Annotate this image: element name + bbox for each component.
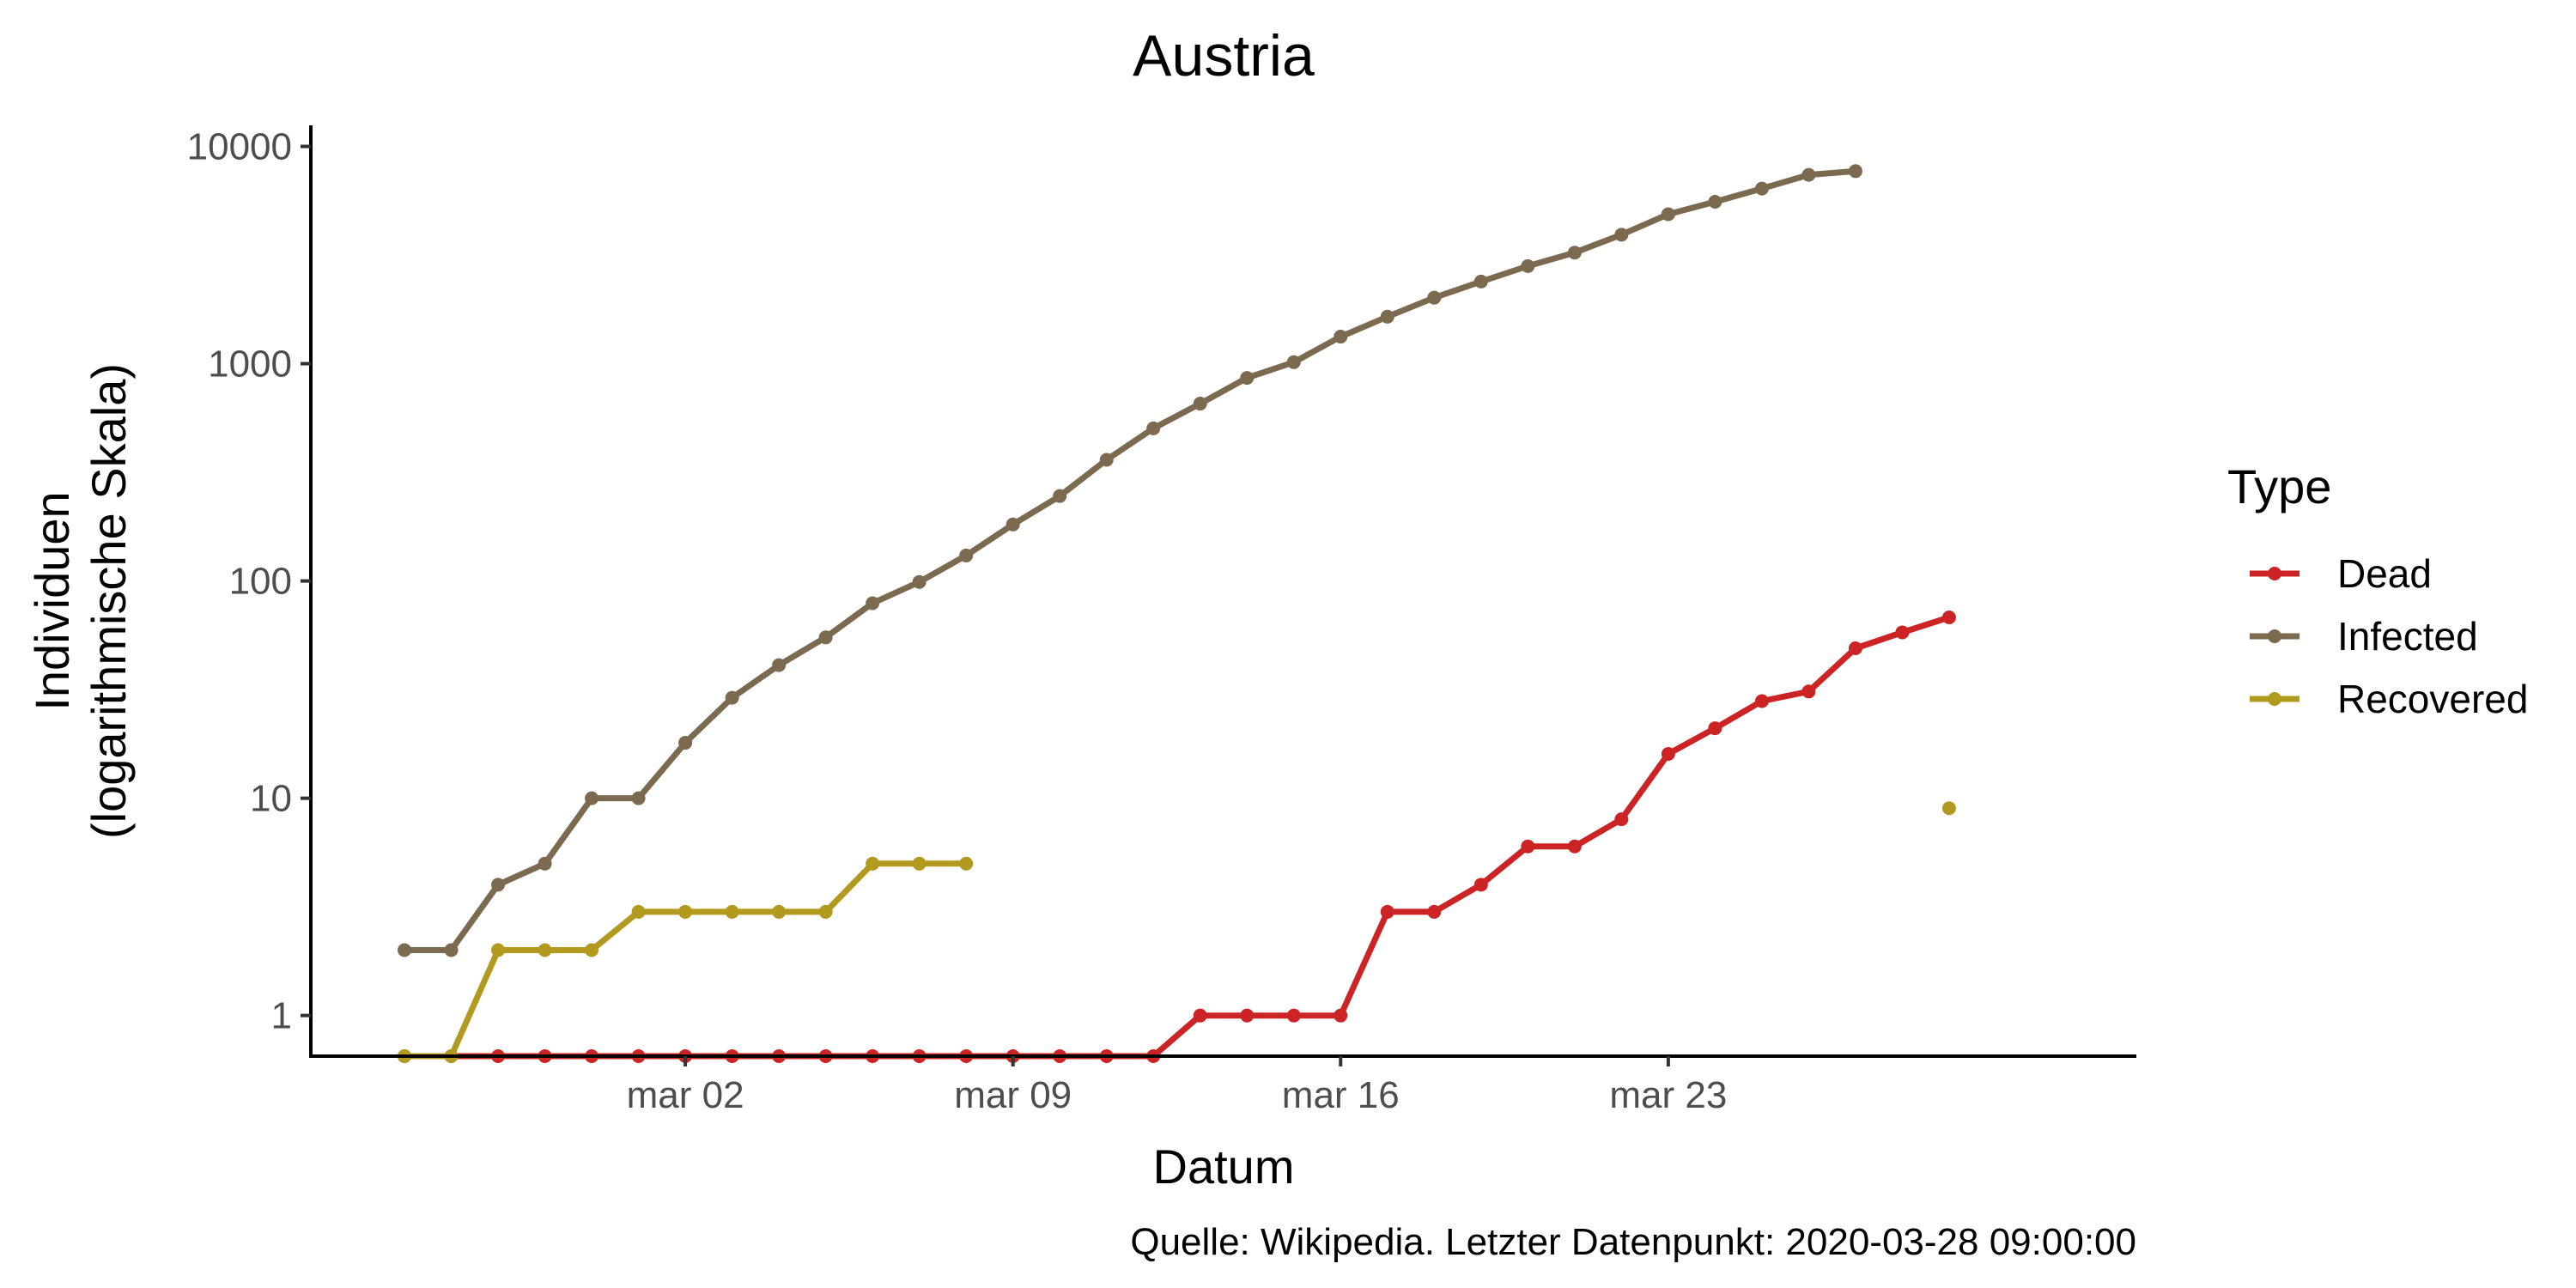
data-point-dead [1286,1008,1301,1023]
data-point-recovered [959,856,974,871]
data-point-infected [1099,453,1114,467]
data-point-infected [1848,164,1862,179]
data-point-infected [1521,258,1535,273]
data-point-infected [1661,207,1675,222]
data-point-infected [1567,246,1582,260]
data-point-dead [1614,812,1629,827]
data-point-infected [866,596,880,611]
data-point-recovered [491,943,506,957]
y-tick-label: 10 [250,778,292,820]
data-point-infected [444,943,459,957]
data-point-dead [1521,839,1535,854]
legend-item-recovered: Recovered [2250,677,2528,721]
data-point-dead [1941,610,1956,624]
data-point-infected [1193,397,1207,411]
data-point-recovered [1941,801,1956,816]
data-point-infected [1286,355,1301,369]
y-axis-label-line2: (logarithmische Skala) [82,363,136,839]
caption: Quelle: Wikipedia. Letzter Datenpunkt: 2… [1130,1221,2136,1263]
data-point-infected [678,736,693,750]
data-point-dead [1661,746,1675,761]
data-point-infected [491,878,506,892]
x-tick-label: mar 02 [627,1074,744,1116]
x-tick-label: mar 16 [1282,1074,1400,1116]
data-point-infected [772,658,787,672]
x-axis-ticks: mar 02 mar 09 mar 16 mar 23 [627,1056,1727,1116]
data-point-infected [1427,290,1442,305]
data-point-dead [1801,684,1816,699]
y-tick-label: 100 [229,561,292,603]
y-tick-label: 1000 [208,343,292,386]
data-point-recovered [772,904,787,919]
data-point-infected [818,630,833,645]
legend-title: Type [2227,459,2331,513]
data-point-infected [1053,489,1067,503]
data-point-infected [1801,167,1816,182]
data-point-dead [1240,1008,1255,1023]
y-axis-label-line1: Individuen [25,491,79,710]
data-point-dead [1427,904,1442,919]
data-point-recovered [866,856,880,871]
data-point-infected [1708,195,1722,210]
data-point-recovered [678,904,693,919]
data-point-dead [1473,878,1488,892]
legend-label: Infected [2337,614,2478,659]
series-line-recovered [404,860,967,1060]
data-point-infected [1754,181,1769,196]
legend-key-point [2268,629,2281,643]
data-point-infected [1380,309,1394,324]
data-point-recovered [538,943,552,957]
y-tick-label: 10000 [187,126,292,168]
data-point-infected [631,791,646,805]
data-point-dead [1754,694,1769,708]
data-point-infected [538,856,552,871]
data-point-dead [1895,625,1910,640]
data-point-infected [1146,421,1161,435]
x-axis-label: Datum [1153,1139,1295,1194]
data-point-infected [585,791,599,805]
data-point-infected [398,943,412,957]
data-point-infected [1240,371,1255,386]
data-point-infected [959,548,974,562]
legend-item-dead: Dead [2250,551,2432,596]
legend-label: Dead [2337,551,2432,596]
data-point-infected [1614,228,1629,242]
data-point-dead [1334,1008,1348,1023]
data-point-dead [1708,721,1722,736]
data-point-infected [1473,274,1488,289]
y-axis-label: Individuen (logarithmische Skala) [25,363,136,839]
data-point-recovered [631,904,646,919]
legend-label: Recovered [2337,677,2528,721]
data-point-recovered [585,943,599,957]
series-line-dead [404,614,1950,1060]
data-point-recovered [912,856,927,871]
x-tick-label: mar 09 [954,1074,1072,1116]
series-line-infected [404,167,1856,953]
data-point-dead [1567,839,1582,854]
y-tick-label: 1 [271,995,292,1037]
x-tick-label: mar 23 [1609,1074,1727,1116]
plot-lines [404,167,1950,1060]
data-point-infected [725,690,739,705]
data-point-dead [1848,641,1862,655]
axes [309,125,2136,1058]
legend: Type Dead Infected Recovered [2227,459,2528,721]
data-point-recovered [725,904,739,919]
y-axis-ticks: 1 10 100 1000 10000 [187,126,311,1037]
chart-title: Austria [1133,23,1315,88]
data-point-recovered [818,904,833,919]
data-point-infected [1334,330,1348,344]
legend-item-infected: Infected [2250,614,2478,659]
data-point-dead [1380,904,1394,919]
data-point-infected [912,574,927,589]
legend-key-point [2268,692,2281,706]
data-point-dead [1193,1008,1207,1023]
plot-points [398,164,1956,1063]
legend-key-point [2268,567,2281,580]
data-point-infected [1005,517,1020,532]
